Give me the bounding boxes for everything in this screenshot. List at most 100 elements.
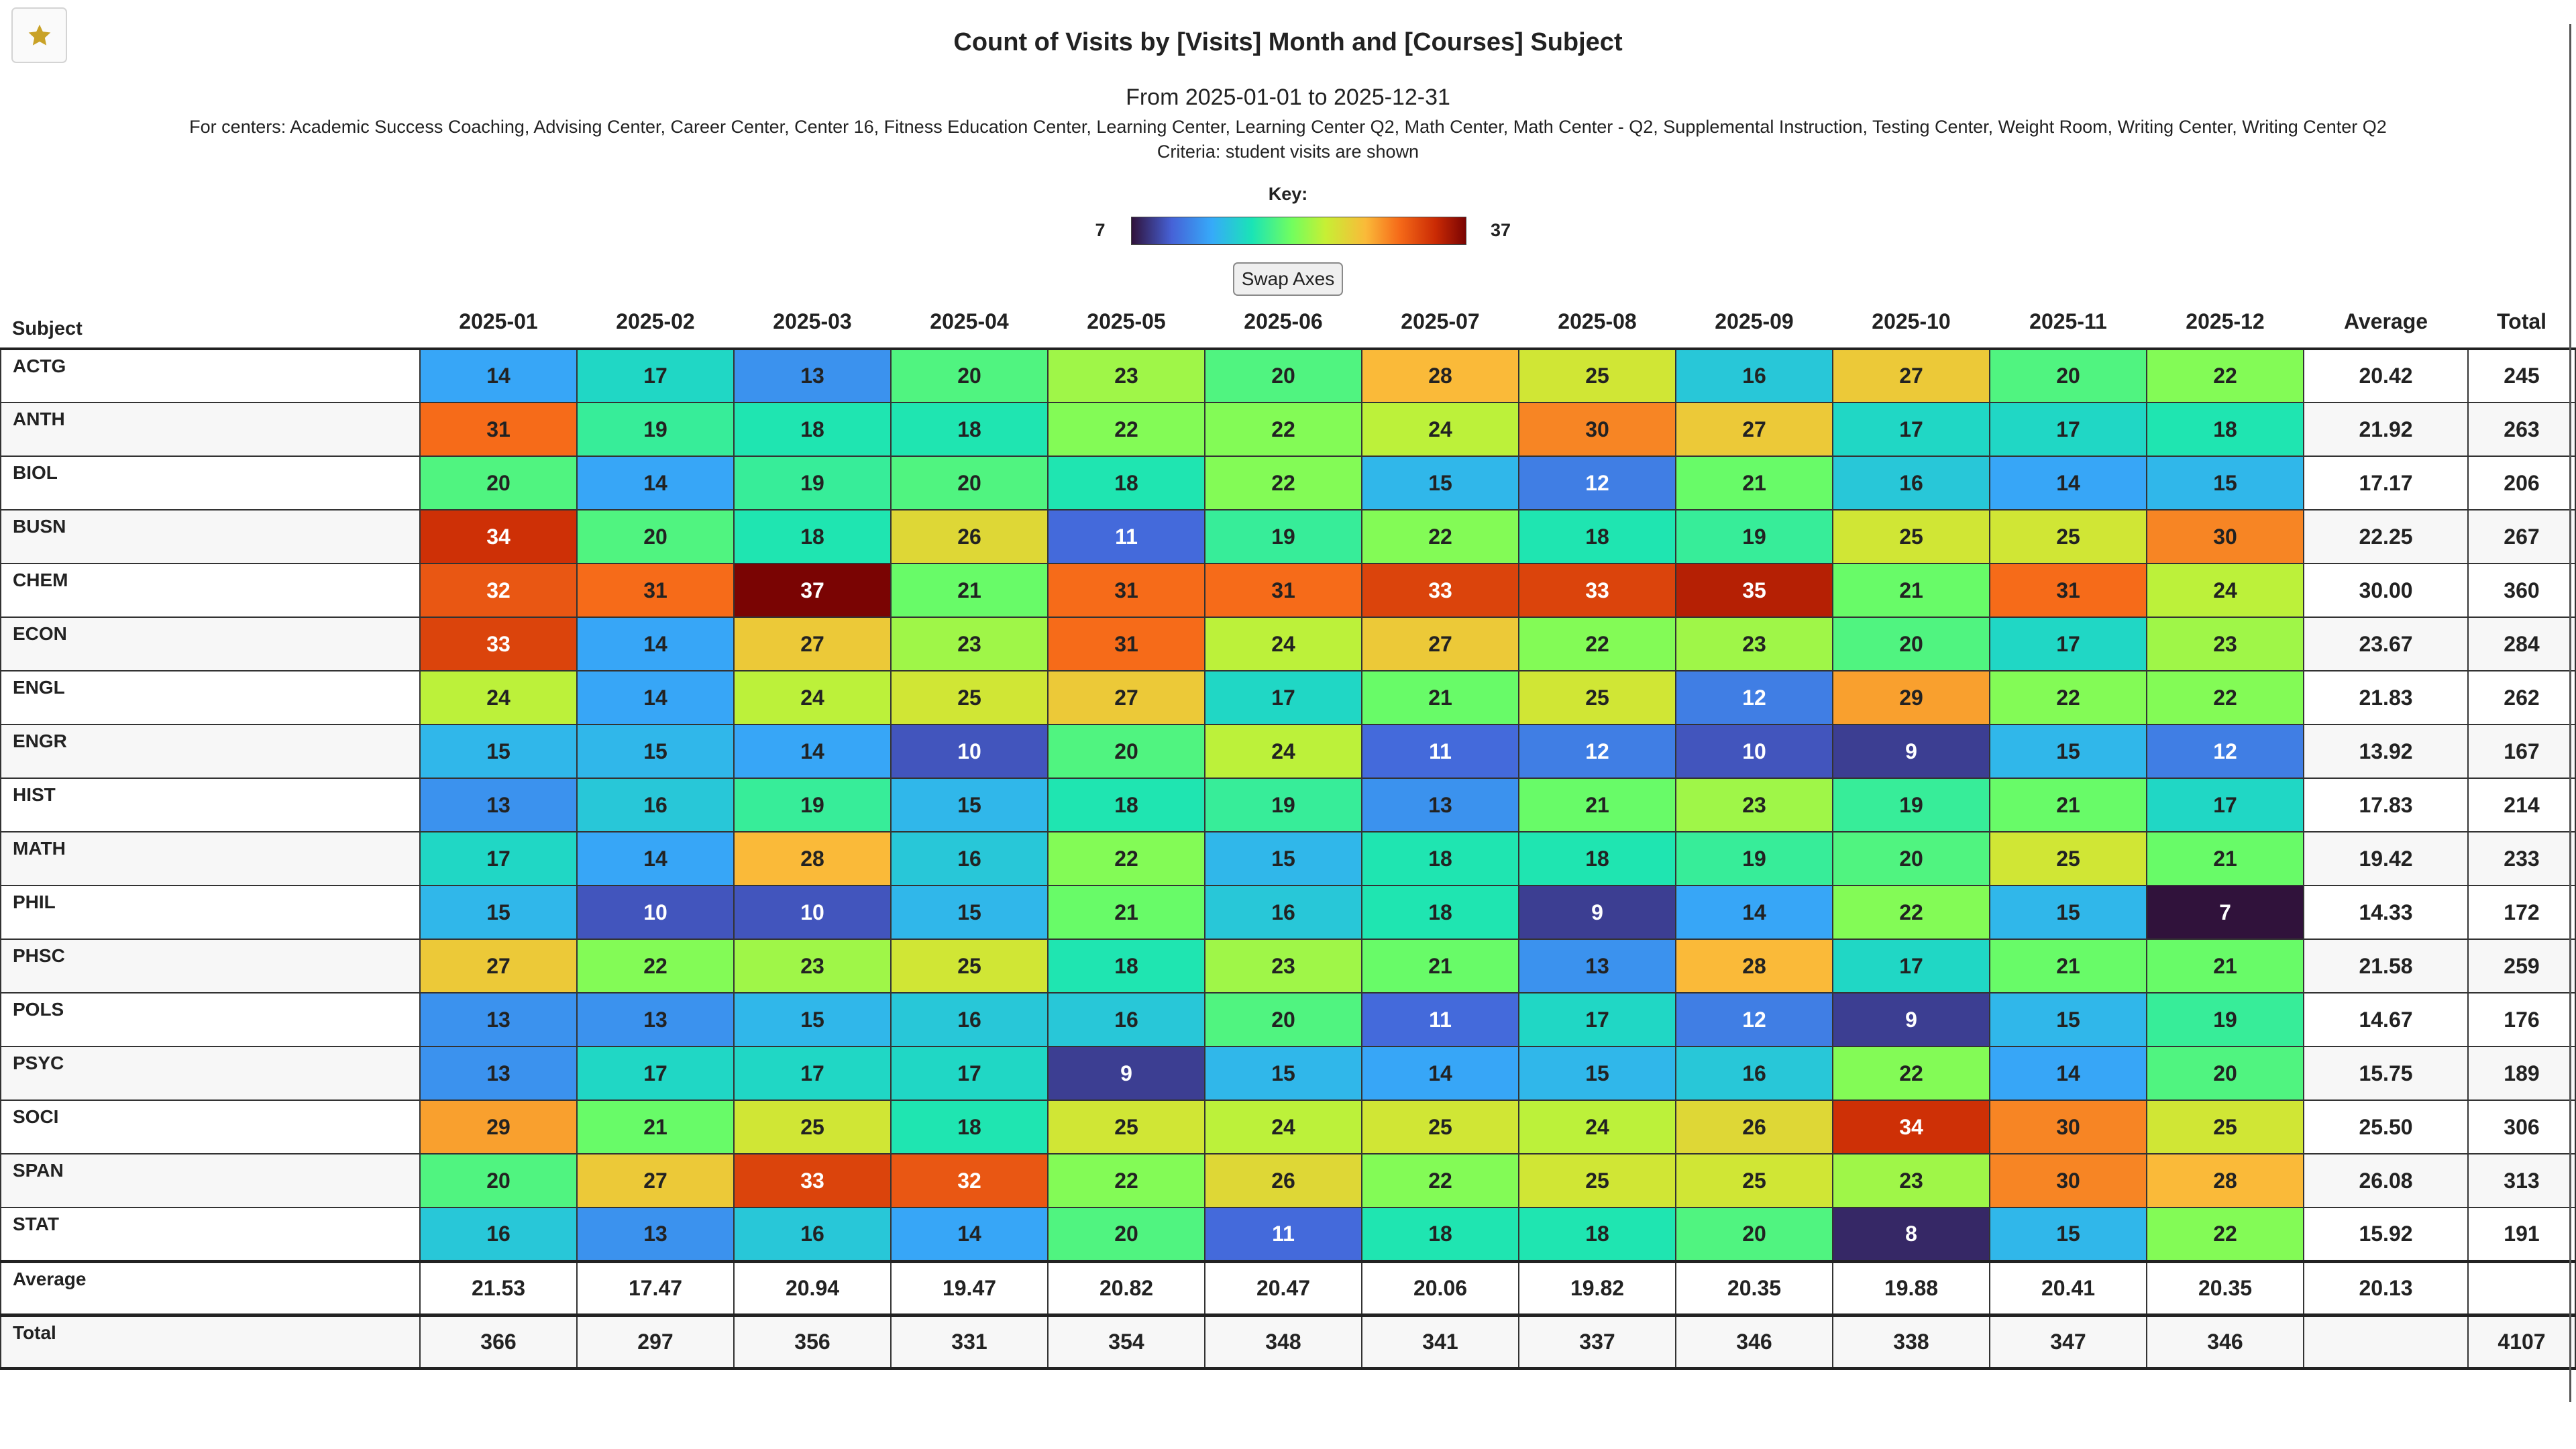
heatmap-cell[interactable]: 17 xyxy=(1832,938,1990,994)
heatmap-cell[interactable]: 13 xyxy=(419,1046,578,1101)
month-column-header[interactable]: 2025-09 xyxy=(1676,295,1833,350)
average-column-header[interactable]: Average xyxy=(2304,295,2468,350)
heatmap-cell[interactable]: 20 xyxy=(2146,1046,2304,1101)
heatmap-cell[interactable]: 11 xyxy=(1361,724,1519,779)
heatmap-cell[interactable]: 21 xyxy=(1361,938,1519,994)
heatmap-cell[interactable]: 20 xyxy=(1989,348,2147,403)
heatmap-cell[interactable]: 15 xyxy=(419,885,578,940)
heatmap-cell[interactable]: 24 xyxy=(733,670,892,725)
heatmap-cell[interactable]: 17 xyxy=(576,1046,735,1101)
heatmap-cell[interactable]: 9 xyxy=(1047,1046,1205,1101)
heatmap-cell[interactable]: 33 xyxy=(733,1153,892,1208)
heatmap-cell[interactable]: 27 xyxy=(733,616,892,672)
heatmap-cell[interactable]: 17 xyxy=(576,348,735,403)
heatmap-cell[interactable]: 16 xyxy=(419,1207,578,1262)
heatmap-cell[interactable]: 21 xyxy=(1832,563,1990,618)
heatmap-cell[interactable]: 10 xyxy=(576,885,735,940)
heatmap-cell[interactable]: 18 xyxy=(2146,402,2304,457)
heatmap-cell[interactable]: 23 xyxy=(1832,1153,1990,1208)
month-column-header[interactable]: 2025-10 xyxy=(1833,295,1990,350)
subject-column-header[interactable]: Subject xyxy=(1,295,420,350)
heatmap-cell[interactable]: 27 xyxy=(1832,348,1990,403)
month-column-header[interactable]: 2025-01 xyxy=(420,295,577,350)
heatmap-cell[interactable]: 31 xyxy=(576,563,735,618)
heatmap-cell[interactable]: 21 xyxy=(1047,885,1205,940)
heatmap-cell[interactable]: 21 xyxy=(1989,938,2147,994)
heatmap-cell[interactable]: 26 xyxy=(1675,1099,1833,1155)
heatmap-cell[interactable]: 30 xyxy=(1989,1153,2147,1208)
heatmap-cell[interactable]: 31 xyxy=(1989,563,2147,618)
heatmap-cell[interactable]: 22 xyxy=(1047,831,1205,886)
heatmap-cell[interactable]: 22 xyxy=(1047,402,1205,457)
heatmap-cell[interactable]: 25 xyxy=(1518,348,1676,403)
heatmap-cell[interactable]: 37 xyxy=(733,563,892,618)
heatmap-cell[interactable]: 20 xyxy=(419,455,578,511)
month-column-header[interactable]: 2025-06 xyxy=(1205,295,1362,350)
heatmap-cell[interactable]: 23 xyxy=(2146,616,2304,672)
heatmap-cell[interactable]: 34 xyxy=(1832,1099,1990,1155)
heatmap-cell[interactable]: 25 xyxy=(1047,1099,1205,1155)
heatmap-cell[interactable]: 28 xyxy=(733,831,892,886)
heatmap-cell[interactable]: 18 xyxy=(1047,455,1205,511)
heatmap-cell[interactable]: 33 xyxy=(1518,563,1676,618)
heatmap-cell[interactable]: 22 xyxy=(2146,670,2304,725)
heatmap-cell[interactable]: 24 xyxy=(1204,724,1362,779)
heatmap-cell[interactable]: 20 xyxy=(1047,724,1205,779)
heatmap-cell[interactable]: 22 xyxy=(1361,1153,1519,1208)
heatmap-cell[interactable]: 17 xyxy=(890,1046,1049,1101)
heatmap-cell[interactable]: 24 xyxy=(1361,402,1519,457)
heatmap-cell[interactable]: 15 xyxy=(1361,455,1519,511)
heatmap-cell[interactable]: 26 xyxy=(1204,1153,1362,1208)
month-column-header[interactable]: 2025-11 xyxy=(1990,295,2147,350)
month-column-header[interactable]: 2025-02 xyxy=(577,295,734,350)
heatmap-cell[interactable]: 16 xyxy=(1047,992,1205,1047)
heatmap-cell[interactable]: 21 xyxy=(1361,670,1519,725)
heatmap-cell[interactable]: 21 xyxy=(2146,938,2304,994)
heatmap-cell[interactable]: 14 xyxy=(576,455,735,511)
heatmap-cell[interactable]: 14 xyxy=(576,831,735,886)
heatmap-cell[interactable]: 13 xyxy=(1518,938,1676,994)
heatmap-cell[interactable]: 16 xyxy=(890,831,1049,886)
heatmap-cell[interactable]: 19 xyxy=(1204,509,1362,564)
heatmap-cell[interactable]: 15 xyxy=(2146,455,2304,511)
heatmap-cell[interactable]: 23 xyxy=(890,616,1049,672)
heatmap-cell[interactable]: 17 xyxy=(1989,402,2147,457)
heatmap-cell[interactable]: 25 xyxy=(2146,1099,2304,1155)
heatmap-cell[interactable]: 15 xyxy=(1989,992,2147,1047)
heatmap-cell[interactable]: 18 xyxy=(733,509,892,564)
heatmap-cell[interactable]: 18 xyxy=(1047,938,1205,994)
heatmap-cell[interactable]: 25 xyxy=(1361,1099,1519,1155)
heatmap-cell[interactable]: 28 xyxy=(1675,938,1833,994)
heatmap-cell[interactable]: 20 xyxy=(1047,1207,1205,1262)
heatmap-cell[interactable]: 25 xyxy=(890,938,1049,994)
heatmap-cell[interactable]: 15 xyxy=(1204,1046,1362,1101)
heatmap-cell[interactable]: 30 xyxy=(1518,402,1676,457)
heatmap-cell[interactable]: 21 xyxy=(2146,831,2304,886)
heatmap-cell[interactable]: 17 xyxy=(1832,402,1990,457)
heatmap-cell[interactable]: 33 xyxy=(419,616,578,672)
heatmap-cell[interactable]: 30 xyxy=(2146,509,2304,564)
heatmap-cell[interactable]: 20 xyxy=(419,1153,578,1208)
heatmap-cell[interactable]: 22 xyxy=(1204,402,1362,457)
heatmap-cell[interactable]: 24 xyxy=(419,670,578,725)
heatmap-cell[interactable]: 25 xyxy=(1989,509,2147,564)
heatmap-cell[interactable]: 17 xyxy=(1518,992,1676,1047)
heatmap-cell[interactable]: 14 xyxy=(1361,1046,1519,1101)
heatmap-cell[interactable]: 15 xyxy=(1989,1207,2147,1262)
heatmap-cell[interactable]: 22 xyxy=(1047,1153,1205,1208)
heatmap-cell[interactable]: 21 xyxy=(890,563,1049,618)
heatmap-cell[interactable]: 31 xyxy=(1047,616,1205,672)
heatmap-cell[interactable]: 15 xyxy=(419,724,578,779)
heatmap-cell[interactable]: 27 xyxy=(1675,402,1833,457)
heatmap-cell[interactable]: 14 xyxy=(733,724,892,779)
month-column-header[interactable]: 2025-05 xyxy=(1048,295,1205,350)
heatmap-cell[interactable]: 13 xyxy=(1361,777,1519,833)
heatmap-cell[interactable]: 11 xyxy=(1361,992,1519,1047)
heatmap-cell[interactable]: 22 xyxy=(1204,455,1362,511)
heatmap-cell[interactable]: 34 xyxy=(419,509,578,564)
heatmap-cell[interactable]: 25 xyxy=(1518,1153,1676,1208)
heatmap-cell[interactable]: 16 xyxy=(1204,885,1362,940)
heatmap-cell[interactable]: 22 xyxy=(1832,1046,1990,1101)
heatmap-cell[interactable]: 17 xyxy=(1989,616,2147,672)
heatmap-cell[interactable]: 14 xyxy=(1675,885,1833,940)
